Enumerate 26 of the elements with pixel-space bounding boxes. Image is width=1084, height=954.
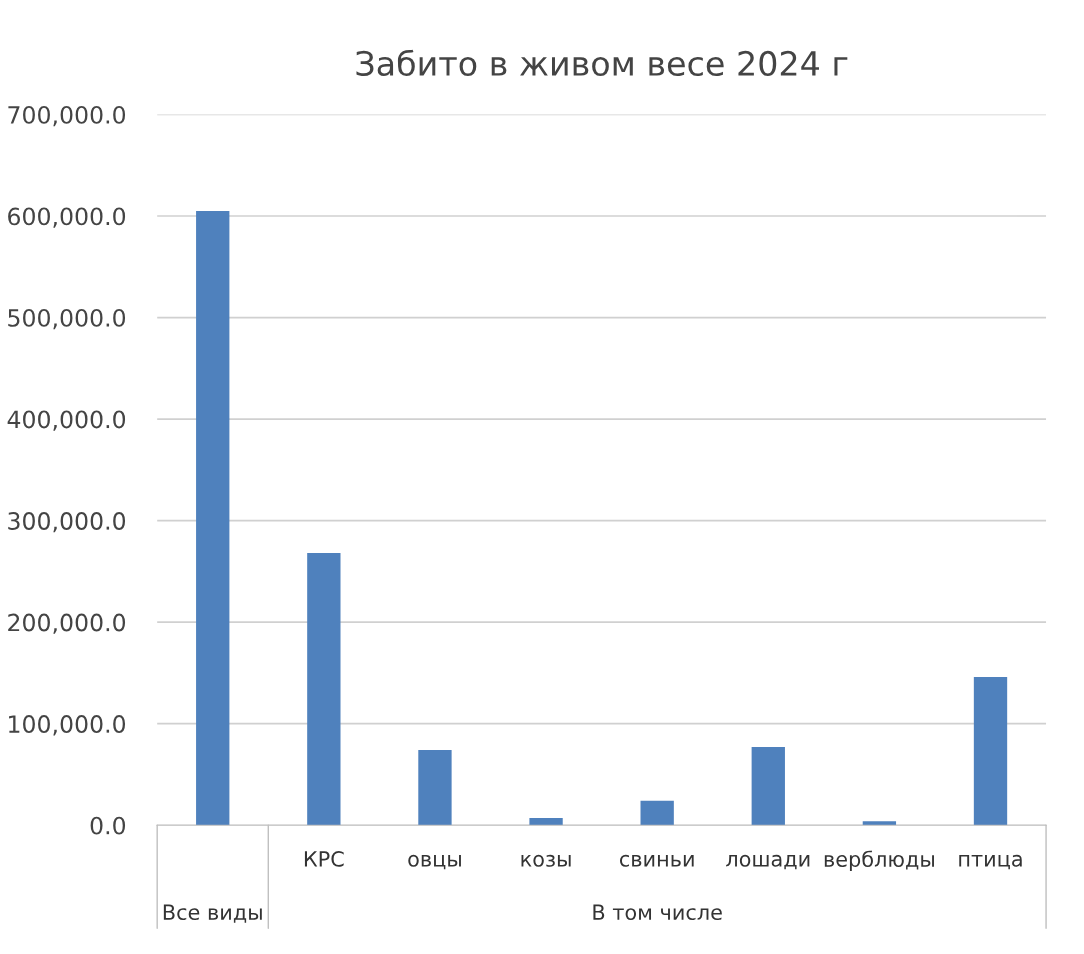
bar bbox=[751, 747, 785, 826]
bar bbox=[196, 210, 230, 826]
x-tick-label: верблюды bbox=[824, 850, 934, 872]
x-tick-label: овцы bbox=[408, 854, 461, 870]
chart-title: Забито в живом весе 2024 г bbox=[356, 49, 848, 77]
y-tick-label: 700,000.0 bbox=[8, 105, 126, 127]
x-tick-label: свиньи bbox=[619, 854, 694, 867]
y-tick-label: 0.0 bbox=[90, 816, 126, 835]
y-tick-label: 500,000.0 bbox=[8, 308, 126, 330]
y-tick-label: 300,000.0 bbox=[8, 512, 126, 533]
bar bbox=[529, 818, 563, 826]
bar bbox=[640, 800, 674, 826]
y-tick-label: 600,000.0 bbox=[8, 207, 126, 228]
x-tick-label: КРС bbox=[304, 851, 344, 867]
text: В том числе bbox=[593, 904, 722, 921]
y-tick-label: 100,000.0 bbox=[9, 715, 126, 736]
x-tick-label: козы bbox=[521, 854, 571, 867]
bar bbox=[418, 750, 452, 826]
x-tick-label: птица bbox=[959, 854, 1022, 870]
bar bbox=[307, 553, 341, 826]
y-tick-label: 200,000.0 bbox=[8, 613, 126, 634]
text: Все виды bbox=[163, 904, 262, 923]
y-tick-label: 400,000.0 bbox=[7, 410, 126, 431]
bar bbox=[862, 821, 897, 826]
bar bbox=[973, 676, 1008, 826]
x-tick-label: лошади bbox=[726, 854, 810, 870]
